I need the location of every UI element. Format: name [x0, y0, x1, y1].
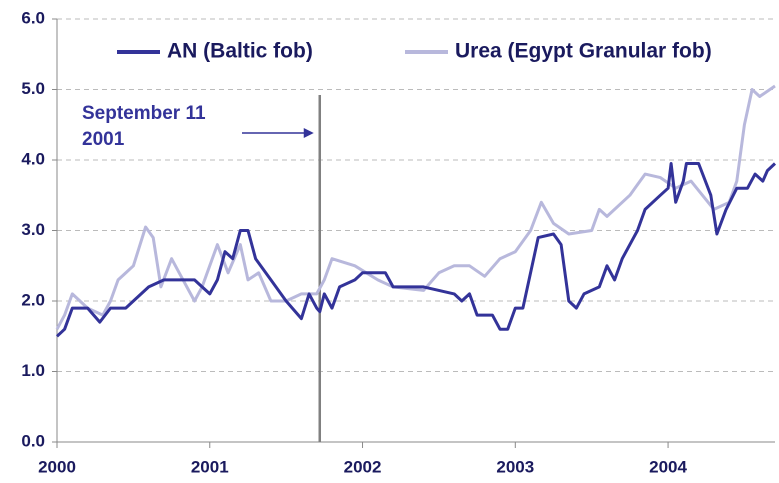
- series-line: [55, 162, 777, 338]
- x-tick-label: 2004: [649, 457, 687, 476]
- x-tick-label: 2001: [191, 457, 229, 476]
- annotation-text: September 11: [82, 103, 206, 124]
- legend-label: AN (Baltic fob): [167, 40, 313, 63]
- legend-label: Urea (Egypt Granular fob): [455, 40, 712, 63]
- x-tick-label: 2000: [38, 457, 76, 476]
- y-tick-label: 4.0: [21, 149, 45, 168]
- y-tick-label: 6.0: [21, 8, 45, 27]
- y-tick-label: 0.0: [21, 431, 45, 450]
- y-tick-label: 1.0: [21, 361, 45, 380]
- annotation-text: 2001: [82, 129, 125, 150]
- y-tick-label: 5.0: [21, 79, 45, 98]
- y-tick-label: 2.0: [21, 290, 45, 309]
- x-tick-label: 2003: [496, 457, 534, 476]
- y-tick-label: 3.0: [21, 220, 45, 239]
- series-line: [55, 84, 776, 330]
- arrow-head: [303, 128, 314, 138]
- x-tick-label: 2002: [344, 457, 382, 476]
